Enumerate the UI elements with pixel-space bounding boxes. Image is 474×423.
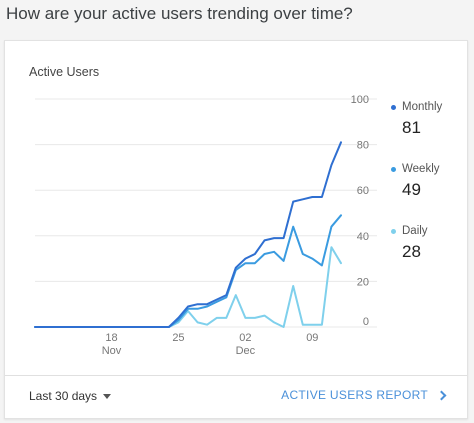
x-tick-sublabel-2: Dec — [236, 345, 256, 357]
legend-entry-monthly: Monthly 81 — [391, 101, 442, 138]
x-tick-sublabel-0: Nov — [102, 345, 122, 357]
page-header-title: How are your active users trending over … — [6, 4, 353, 23]
legend-label-monthly: Monthly — [402, 101, 443, 113]
chevron-right-icon — [436, 390, 447, 400]
legend-value-weekly: 49 — [402, 180, 421, 199]
y-tick-label-0: 0 — [363, 316, 369, 328]
monthly-dot-icon — [391, 104, 396, 110]
active-users-card: Active Users 0 20 40 60 80 100 18 Nov 25 02 Dec 09 … — [4, 40, 468, 419]
card-title: Active Users — [29, 65, 100, 79]
active-users-report-link[interactable]: ACTIVE USERS REPORT — [281, 388, 447, 402]
x-tick-label-0: 18 — [105, 332, 117, 344]
weekly-dot-icon — [391, 166, 396, 172]
y-tick-label-60: 60 — [357, 185, 369, 197]
y-tick-label-40: 40 — [357, 231, 369, 243]
legend-value-monthly: 81 — [402, 118, 421, 137]
date-range-label: Last 30 days — [29, 389, 98, 403]
y-tick-label-80: 80 — [357, 140, 369, 152]
series-line-monthly — [34, 141, 342, 328]
y-tick-label-20: 20 — [357, 276, 369, 288]
report-link-label: ACTIVE USERS REPORT — [281, 388, 428, 402]
legend-entry-daily: Daily 28 — [391, 225, 428, 262]
card-footer: Last 30 days ACTIVE USERS REPORT — [5, 375, 467, 418]
series-line-daily — [34, 246, 342, 328]
daily-dot-icon — [391, 228, 396, 234]
y-tick-label-100: 100 — [351, 94, 369, 106]
x-tick-label-1: 25 — [172, 332, 184, 344]
legend-label-daily: Daily — [402, 225, 428, 237]
x-tick-label-2: 02 — [239, 332, 251, 344]
legend-value-daily: 28 — [402, 242, 421, 261]
date-range-dropdown[interactable]: Last 30 days — [29, 389, 112, 403]
x-tick-label-3: 09 — [306, 332, 318, 344]
series-line-weekly — [34, 214, 342, 328]
legend-entry-weekly: Weekly 49 — [391, 163, 440, 200]
legend-label-weekly: Weekly — [402, 163, 440, 175]
caret-down-icon — [103, 394, 112, 399]
